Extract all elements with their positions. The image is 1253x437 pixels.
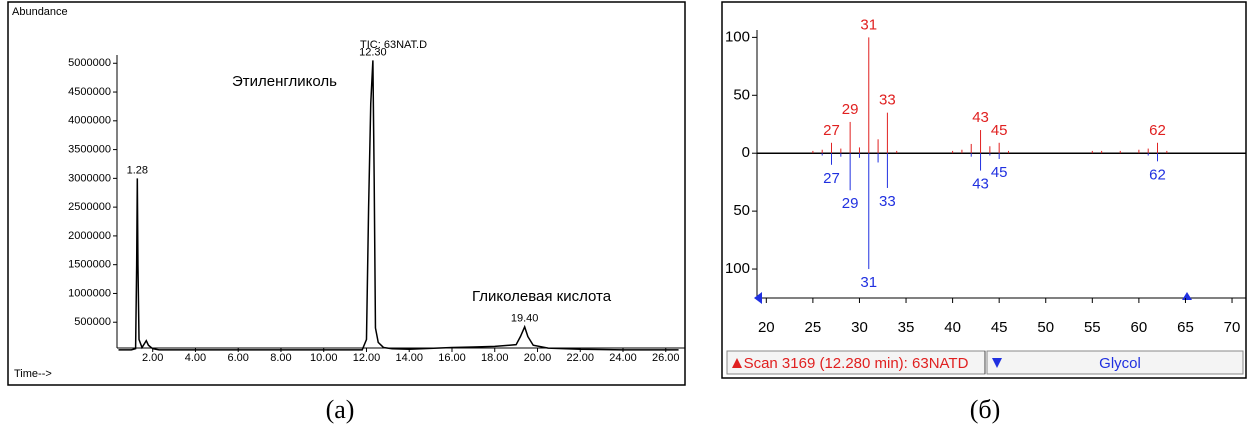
y-tick-label: 100 xyxy=(725,260,750,277)
peak-label: 45 xyxy=(991,164,1008,181)
y-tick-label: 0 xyxy=(742,144,750,161)
y-tick-label: 4500000 xyxy=(68,86,111,98)
peak-label: 45 xyxy=(991,122,1008,139)
x-tick-label: 26.00 xyxy=(652,352,680,364)
annotation: Гликолевая кислота xyxy=(472,288,612,305)
x-tick-label: 2.00 xyxy=(142,352,163,364)
peak-label: 31 xyxy=(860,16,877,33)
legend-marker xyxy=(732,358,742,368)
peak-label: 62 xyxy=(1149,166,1166,183)
peak-label: 33 xyxy=(879,92,896,109)
x-tick-label: 70 xyxy=(1224,319,1241,336)
x-tick-label: 45 xyxy=(991,319,1008,336)
x-tick-label: 20.00 xyxy=(524,352,552,364)
x-tick-label: 30 xyxy=(851,319,868,336)
x-tick-label: 50 xyxy=(1037,319,1054,336)
legend-marker xyxy=(992,358,1002,368)
y-tick-label: 2500000 xyxy=(68,201,111,213)
y-tick-label: 50 xyxy=(733,86,750,103)
mass-spectrum: Scan 3169 (12.280 min): 63NATD Glycol 10… xyxy=(725,16,1246,375)
caption: (a) xyxy=(326,395,355,424)
annotation: Этиленгликоль xyxy=(232,73,337,90)
x-tick-label: 65 xyxy=(1177,319,1194,336)
y-tick-label: 100 xyxy=(725,28,750,45)
x-tick-label: 25 xyxy=(805,319,822,336)
x-tick-label: 8.00 xyxy=(270,352,291,364)
legend-label: Scan 3169 (12.280 min): 63NATD xyxy=(744,355,969,372)
x-tick-label: 16.00 xyxy=(438,352,466,364)
x-tick-label: 18.00 xyxy=(481,352,509,364)
x-tick-label: 40 xyxy=(944,319,961,336)
x-tick-label: 14.00 xyxy=(395,352,423,364)
peak-label: 29 xyxy=(842,101,859,118)
y-tick-label: 1500000 xyxy=(68,259,111,271)
peak-label: 19.40 xyxy=(511,313,539,325)
x-tick-label: 6.00 xyxy=(227,352,248,364)
x-tick-label: 35 xyxy=(898,319,915,336)
y-tick-label: 4000000 xyxy=(68,115,111,127)
peak-label: 29 xyxy=(842,195,859,212)
x-tick-label: 10.00 xyxy=(310,352,338,364)
peak-label: 27 xyxy=(823,170,840,187)
chromatogram: Abundance Time--> TIC: 63NAT.D Этиленгли… xyxy=(12,6,685,380)
peak-label: 43 xyxy=(972,109,989,126)
x-tick-label: 4.00 xyxy=(185,352,206,364)
y-axis-label: Abundance xyxy=(12,6,68,18)
y-tick-label: 3500000 xyxy=(68,143,111,155)
peak-label: 31 xyxy=(860,274,877,291)
y-tick-label: 500000 xyxy=(74,316,111,328)
scan-marker xyxy=(1182,292,1192,300)
x-tick-label: 20 xyxy=(758,319,775,336)
x-tick-label: 12.00 xyxy=(353,352,381,364)
x-tick-label: 55 xyxy=(1084,319,1101,336)
scan-marker xyxy=(754,292,762,304)
legend-box xyxy=(986,350,1244,375)
y-tick-label: 2000000 xyxy=(68,230,111,242)
y-tick-label: 1000000 xyxy=(68,287,111,299)
y-tick-label: 5000000 xyxy=(68,57,111,69)
caption: (б) xyxy=(970,395,1001,424)
x-tick-label: 24.00 xyxy=(609,352,637,364)
peak-label: 27 xyxy=(823,122,840,139)
legend-label: Glycol xyxy=(1099,355,1141,372)
x-axis-label: Time--> xyxy=(14,368,52,380)
peak-label: 33 xyxy=(879,193,896,210)
chart-title: TIC: 63NAT.D xyxy=(360,39,427,51)
y-tick-label: 50 xyxy=(733,202,750,219)
y-tick-label: 3000000 xyxy=(68,172,111,184)
trace xyxy=(118,60,679,351)
peak-label: 1.28 xyxy=(127,164,148,176)
panel-b-frame xyxy=(721,1,1247,379)
x-tick-label: 60 xyxy=(1131,319,1148,336)
peak-label: 43 xyxy=(972,176,989,193)
x-tick-label: 22.00 xyxy=(566,352,594,364)
panel-a-frame xyxy=(7,1,686,386)
peak-label: 62 xyxy=(1149,122,1166,139)
peak-label: 12.30 xyxy=(359,46,387,58)
